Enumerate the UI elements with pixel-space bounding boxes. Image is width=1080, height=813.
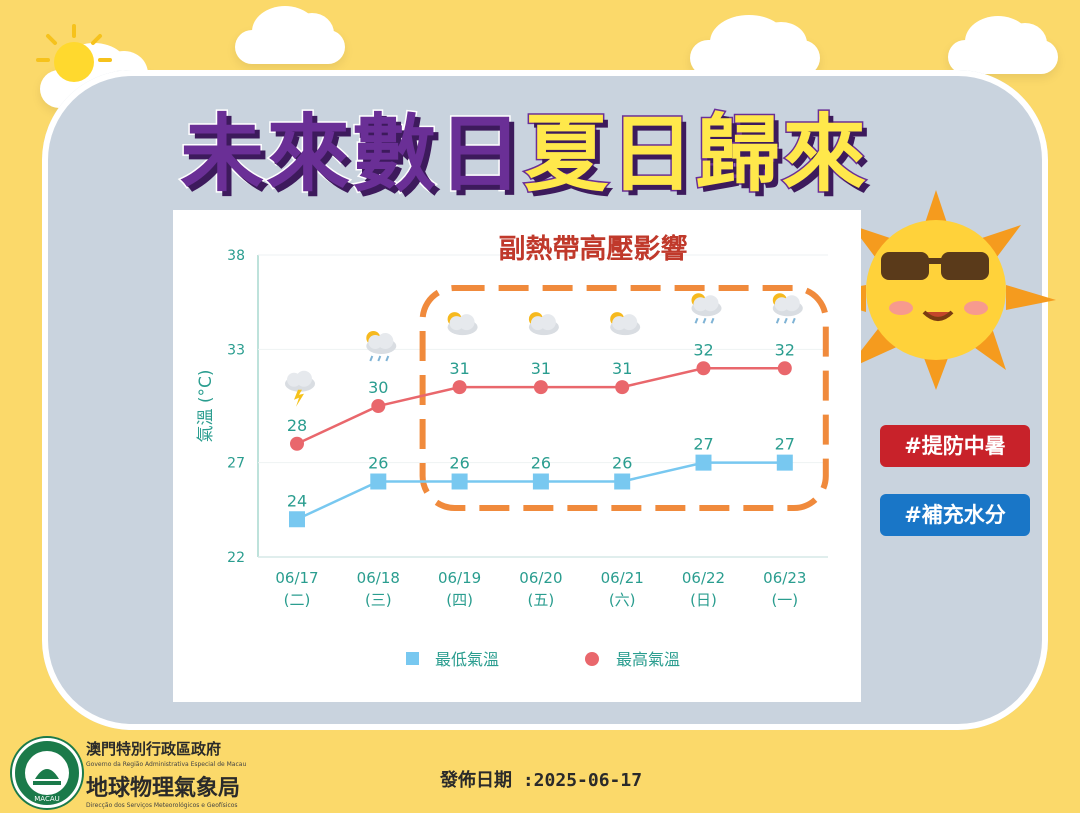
data-point-min — [289, 511, 305, 528]
y-tick-label: 38 — [227, 248, 245, 264]
y-tick-label: 27 — [227, 456, 245, 472]
x-tick-label: 06/22 — [682, 569, 725, 587]
issue-date-label: 發佈日期 — [440, 770, 512, 791]
data-label: 31 — [449, 359, 469, 378]
sun-cloud-icon — [447, 312, 478, 336]
data-label: 26 — [368, 454, 388, 473]
x-weekday-label: (三) — [365, 591, 392, 609]
issue-date: 發佈日期 :2025-06-17 — [440, 766, 642, 792]
x-tick-label: 06/21 — [601, 569, 644, 587]
chart-card: 22 27 33 38 氣溫 (°C) 副熱帶高壓影響 06/17 (二) 06/18 (三) 06… — [173, 210, 861, 702]
data-label: 32 — [693, 340, 713, 359]
x-weekday-label: (二) — [284, 591, 311, 609]
data-label: 31 — [612, 359, 632, 378]
y-tick-label: 33 — [227, 342, 245, 358]
temperature-chart: 22 27 33 38 氣溫 (°C) 副熱帶高壓影響 06/17 (二) 06/18 (三) 06… — [196, 233, 829, 669]
data-point-min — [451, 473, 468, 490]
data-point-max — [696, 361, 711, 376]
data-point-max — [777, 361, 792, 376]
page-title: 未來數日夏日歸來 — [178, 104, 920, 205]
emblem-text: MACAU — [34, 795, 60, 803]
title-part-1: 未來數日 — [178, 104, 525, 205]
x-tick-label: 06/23 — [763, 569, 806, 587]
data-label: 28 — [287, 416, 307, 435]
sun-cloud-rain-icon — [691, 293, 722, 324]
x-weekday-label: (一) — [771, 591, 798, 609]
sun-cloud-icon — [528, 312, 559, 336]
heatstroke-tag: #提防中暑 — [880, 425, 1030, 467]
data-point-max — [290, 436, 304, 451]
data-point-max — [452, 380, 467, 395]
cloud-decoration — [235, 6, 345, 64]
sun-cloud-icon — [610, 312, 641, 336]
x-weekday-label: (五) — [528, 591, 555, 609]
y-tick-label: 22 — [227, 550, 245, 566]
hydration-tag: #補充水分 — [880, 494, 1030, 536]
y-axis-label: 氣溫 (°C) — [196, 369, 216, 442]
macau-emblem-icon: MACAU — [12, 738, 82, 808]
highlight-box — [419, 285, 829, 511]
data-label: 26 — [531, 454, 551, 473]
legend-marker-min — [406, 652, 419, 665]
data-point-min — [370, 473, 387, 490]
x-tick-label: 06/17 — [275, 569, 318, 587]
x-tick-label: 06/20 — [519, 569, 562, 587]
legend-marker-max — [585, 652, 599, 666]
data-label: 30 — [368, 378, 388, 397]
data-label: 32 — [775, 340, 795, 359]
data-point-min — [532, 473, 549, 490]
data-point-min — [614, 473, 631, 490]
data-label: 31 — [531, 359, 551, 378]
government-name-pt: Governo da Região Administrativa Especia… — [86, 761, 247, 768]
bureau-logo: 澳門特別行政區政府 Governo da Região Administrati… — [86, 738, 246, 809]
cloud-decoration — [948, 16, 1058, 74]
sun-decoration-icon — [36, 24, 112, 82]
legend-label-min: 最低氣溫 — [435, 650, 499, 669]
data-label: 27 — [693, 435, 713, 454]
x-weekday-label: (六) — [609, 591, 636, 609]
data-label: 24 — [287, 491, 307, 510]
x-tick-label: 06/18 — [357, 569, 400, 587]
sun-cloud-rain-icon — [366, 331, 397, 362]
data-point-min — [776, 454, 793, 471]
title-part-2: 夏日歸來 — [523, 104, 869, 205]
government-name: 澳門特別行政區政府 — [86, 740, 222, 758]
legend-label-max: 最高氣溫 — [616, 650, 680, 669]
data-label: 26 — [449, 454, 469, 473]
bureau-name-pt: Direcção dos Serviços Meteorológicos e G… — [86, 802, 238, 809]
data-point-min — [695, 454, 712, 471]
data-point-max — [371, 399, 386, 413]
issue-date-value: :2025-06-17 — [522, 770, 643, 791]
sun-cloud-rain-icon — [772, 293, 803, 324]
chart-annotation: 副熱帶高壓影響 — [499, 233, 688, 265]
bureau-name: 地球物理氣象局 — [86, 776, 241, 801]
data-label: 26 — [612, 454, 632, 473]
x-weekday-label: (日) — [690, 591, 717, 609]
x-weekday-label: (四) — [446, 591, 473, 609]
x-tick-label: 06/19 — [438, 569, 481, 587]
thunderstorm-icon — [285, 370, 315, 407]
data-label: 27 — [775, 435, 795, 454]
data-point-max — [615, 380, 630, 395]
data-point-max — [533, 380, 548, 395]
